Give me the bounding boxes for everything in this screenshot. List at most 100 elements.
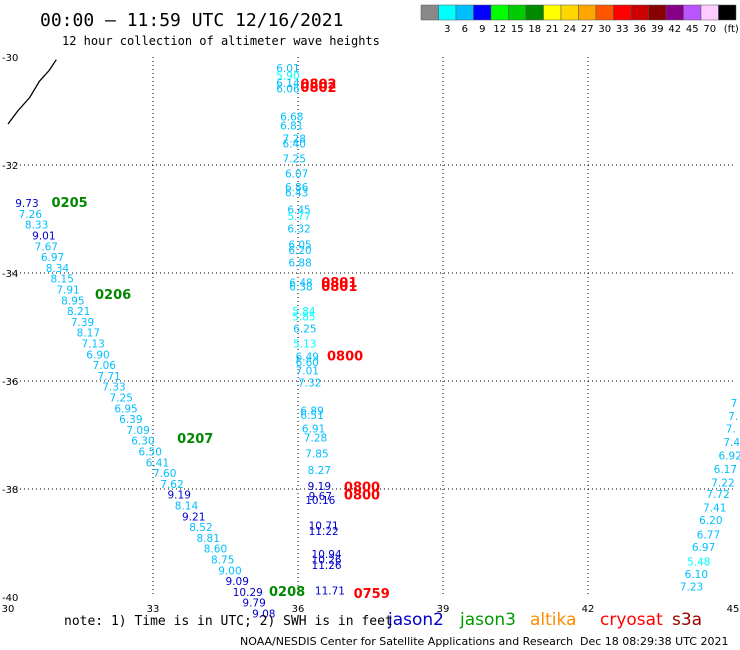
x-tick-label: 30 [2, 604, 15, 615]
swh-data-label: 6.38 [289, 281, 312, 293]
swh-data-label: 6.39 [119, 414, 142, 426]
legend-entry: jason2 [387, 610, 444, 630]
swh-data-label: 6.40 [283, 139, 306, 151]
swh-data-label: 6.97 [41, 252, 64, 264]
colorbar-swatch [490, 4, 509, 21]
swh-data-label: 6.91 [302, 423, 325, 435]
colorbar-swatch [455, 4, 474, 21]
y-tick-label: -40 [2, 593, 18, 604]
y-tick-label: -38 [2, 485, 18, 496]
swh-data-label: 6.01 [276, 63, 299, 75]
track-time-label: 0759 [354, 587, 390, 602]
swh-data-label: 7.72 [706, 489, 729, 501]
swh-data-label: 6.25 [293, 323, 316, 335]
swh-data-label: 8.81 [197, 533, 220, 545]
x-tick-label: 45 [727, 604, 740, 615]
colorbar-swatch [648, 4, 667, 21]
swh-data-label: 6.89 [300, 405, 323, 417]
swh-data-label: 7.41 [703, 503, 726, 515]
colorbar-tick-label: 3 [444, 24, 450, 35]
swh-data-label: 5.84 [292, 306, 316, 318]
track-time-label: 0800 [327, 349, 363, 364]
swh-data-label: 7.01 [296, 366, 319, 378]
swh-data-label: 8.52 [189, 522, 212, 534]
swh-data-label: 8.21 [67, 306, 90, 318]
colorbar-tick-label: 42 [668, 24, 681, 35]
swh-data-label: 11.26 [312, 560, 342, 572]
track-time-label: 0205 [52, 196, 88, 211]
swh-data-label: 9.21 [182, 511, 205, 523]
track-time-label: 0800 [344, 481, 380, 496]
swh-data-label: 7.62 [160, 479, 183, 491]
swh-data-label: 6.06 [276, 84, 300, 96]
track-time-label: 0802 [300, 81, 336, 96]
y-tick-label: -36 [2, 377, 18, 388]
swh-data-label: 9.00 [218, 565, 241, 577]
colorbar-swatch [595, 4, 614, 21]
legend-entry: cryosat [600, 610, 663, 630]
x-tick-label: 36 [292, 604, 305, 615]
swh-data-label: 8.60 [204, 544, 227, 556]
track-time-label: 0800 [344, 488, 380, 503]
swh-data-label: 7.91 [56, 285, 79, 297]
swh-data-label: 7.22 [711, 477, 734, 489]
swh-data-label: 6.90 [86, 349, 109, 361]
colorbar-swatch [508, 4, 527, 21]
swh-data-label: 6.77 [697, 530, 720, 542]
swh-data-label: 9.19 [168, 490, 191, 502]
swh-data-label: 7. [726, 423, 736, 435]
swh-data-label: 6.50 [139, 447, 162, 459]
swh-data-label: 10.16 [305, 495, 335, 507]
swh-data-label: 6.48 [289, 278, 312, 290]
colorbar-legend: 3 6 9 12 15 18 21 24 27 30 33 36 39 42 45 70 (ft) [420, 4, 739, 35]
satellite-legend: jason2 jason3 altika cryosat s3a [387, 610, 702, 630]
track-time-label: 0801 [321, 280, 357, 295]
swh-data-label: 6.45 [287, 205, 310, 217]
colorbar-swatch [578, 4, 597, 21]
colorbar-swatch [525, 4, 544, 21]
swh-data-label: 6.20 [699, 515, 722, 527]
colorbar-tick-label: 12 [493, 24, 506, 35]
swh-data-label: 9.01 [32, 231, 55, 243]
colorbar-swatch [560, 4, 579, 21]
chart-title: 00:00 – 11:59 UTC 12/16/2021 [40, 10, 343, 31]
x-tick-label: 33 [147, 604, 160, 615]
track-time-label: 0801 [321, 276, 357, 291]
track-time-label: 0207 [177, 432, 213, 447]
colorbar-tick-label: 21 [546, 24, 559, 35]
swh-data-label: 9.09 [226, 576, 249, 588]
colorbar-swatch [700, 4, 719, 21]
swh-data-label: 10.71 [309, 521, 339, 533]
colorbar-swatch [718, 4, 737, 21]
swh-data-label: 7.13 [81, 339, 104, 351]
swh-data-label: 6.51 [300, 410, 323, 422]
swh-data-label: 10.94 [312, 549, 342, 561]
swh-data-label: 7.28 [304, 432, 327, 444]
swh-data-label: 7. [728, 411, 738, 423]
swh-data-label: 7.85 [305, 449, 328, 461]
swh-data-label: 7.25 [110, 393, 133, 405]
swh-data-label: 7 [731, 398, 738, 410]
swh-data-label: 7.06 [93, 360, 117, 372]
colorbar-tick-label: 15 [511, 24, 524, 35]
y-tick-label: -32 [2, 161, 18, 172]
colorbar-tick-label: 18 [528, 24, 541, 35]
swh-data-label: 9.19 [308, 481, 331, 493]
swh-data-label: 6.88 [288, 258, 311, 270]
swh-data-label: 6.30 [131, 436, 154, 448]
swh-data-label: 8.75 [211, 555, 234, 567]
swh-data-label: 8.14 [175, 501, 199, 513]
swh-data-label: 6.86 [285, 182, 309, 194]
colorbar-tick-label: 6 [462, 24, 468, 35]
chart-subtitle: 12 hour collection of altimeter wave hei… [62, 34, 380, 48]
colorbar-swatch [438, 4, 457, 21]
swh-data-label: 5.13 [293, 339, 316, 351]
colorbar-swatch [665, 4, 684, 21]
y-tick-label: -34 [2, 269, 18, 280]
swh-data-label: 7.4 [723, 437, 740, 449]
swh-data-label: 6.43 [285, 187, 308, 199]
swh-data-label: 10.26 [312, 555, 342, 567]
swh-data-label: 7.60 [153, 468, 176, 480]
